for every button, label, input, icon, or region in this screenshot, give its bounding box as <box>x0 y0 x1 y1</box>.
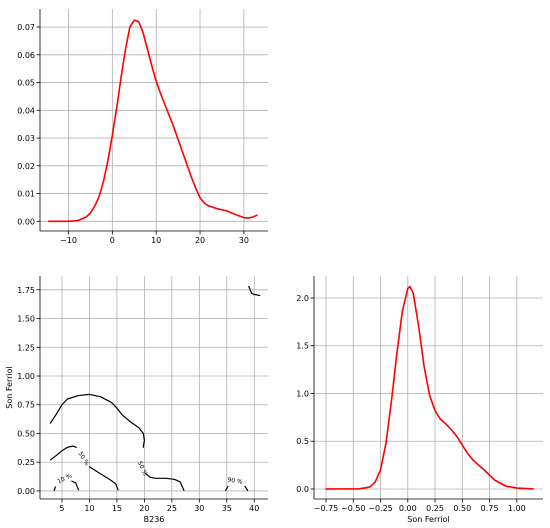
x-tick-label: 0.25 <box>426 504 444 513</box>
y-tick-label: 1.0 <box>296 389 309 398</box>
contour-line-5 <box>145 473 185 491</box>
x-tick-label: 5 <box>59 504 64 513</box>
x-tick-label: 30 <box>194 504 204 513</box>
x-tick-label: 20 <box>139 504 149 513</box>
y-tick-label: 2.0 <box>296 294 309 303</box>
x-tick-label: 10 <box>84 504 94 513</box>
y-tick-label: 1.25 <box>17 343 35 352</box>
y-axis-label: Son Ferriol <box>5 366 14 408</box>
y-tick-label: 0.03 <box>17 134 35 143</box>
y-tick-label: 0.25 <box>17 458 35 467</box>
y-tick-label: 0.06 <box>17 51 35 60</box>
x-tick-label: 20 <box>195 236 205 245</box>
y-tick-label: 0.07 <box>17 23 35 32</box>
y-tick-label: 1.50 <box>17 315 35 324</box>
x-tick-label: 0.50 <box>453 504 471 513</box>
contour-line-2 <box>88 466 119 491</box>
density-line-0 <box>325 285 534 490</box>
contour-line-1 <box>49 445 77 461</box>
axes-x-marginal: −10 0 10 20 30 0.00 0.01 0.02 0.03 0.04 0.05 0.06 0.… <box>17 9 268 245</box>
x-axis-label: Son Ferriol <box>407 515 449 524</box>
x-tick-label: 25 <box>167 504 177 513</box>
y-tick-label: 0.50 <box>17 429 35 438</box>
x-tick-label: −0.75 <box>314 504 339 513</box>
contour-line-3 <box>53 486 56 491</box>
x-tick-label: 35 <box>222 504 232 513</box>
x-tick-label: 0.75 <box>481 504 499 513</box>
y-tick-label: 0.00 <box>17 217 35 226</box>
contour-label: 10 % <box>56 472 73 485</box>
y-tick-label: 0.00 <box>17 487 35 496</box>
x-tick-label: −0.50 <box>341 504 366 513</box>
x-tick-label: 40 <box>249 504 259 513</box>
y-tick-label: 0.0 <box>296 485 309 494</box>
y-tick-label: 0.5 <box>296 437 309 446</box>
x-tick-label: 0 <box>110 236 115 245</box>
contour-label: 50 % <box>136 460 149 477</box>
x-tick-label: 1.00 <box>508 504 526 513</box>
axes-y-marginal: −0.75 −0.50 −0.25 0.00 0.25 0.50 0.75 1.00 0.0 0.… <box>296 276 543 524</box>
y-tick-label: 0.05 <box>17 79 35 88</box>
contour-line-6 <box>225 485 229 491</box>
contour-label: 50 % <box>76 450 90 467</box>
x-tick-label: 15 <box>112 504 122 513</box>
y-tick-label: 0.01 <box>17 190 35 199</box>
contour-line-4 <box>71 480 80 491</box>
contour-line-7 <box>244 485 249 491</box>
y-tick-label: 0.75 <box>17 401 35 410</box>
axes-joint-contour: 10 %50 %50 %90 %5 10 15 20 25 30 35 400.000.250… <box>5 276 268 524</box>
x-axis-label: B236 <box>144 515 165 524</box>
y-tick-label: 1.5 <box>296 342 309 351</box>
y-tick-label: 0.02 <box>17 162 35 171</box>
y-tick-label: 1.00 <box>17 372 35 381</box>
x-tick-label: −10 <box>60 236 77 245</box>
y-tick-label: 1.75 <box>17 286 35 295</box>
x-tick-label: −0.25 <box>368 504 393 513</box>
x-tick-label: 30 <box>239 236 249 245</box>
contour-label: 90 % <box>227 476 244 486</box>
contour-line-0 <box>49 393 145 448</box>
contour-line-8 <box>248 285 261 297</box>
x-tick-label: 0.00 <box>399 504 417 513</box>
y-tick-label: 0.04 <box>17 106 35 115</box>
density-line-0 <box>47 19 258 223</box>
x-tick-label: 10 <box>151 236 161 245</box>
